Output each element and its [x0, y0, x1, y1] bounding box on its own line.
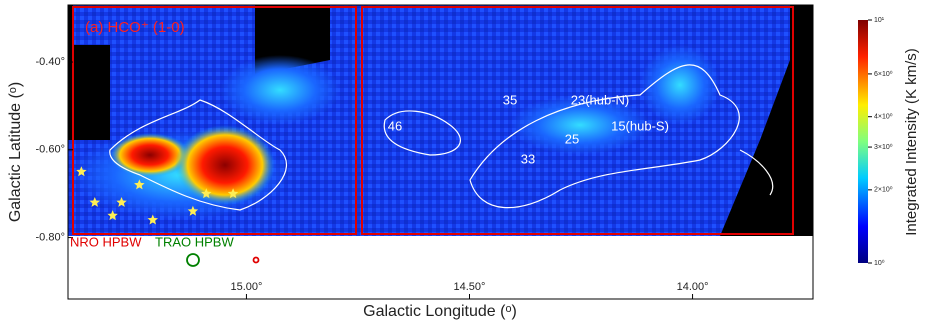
x-tick-label: 14.50°	[454, 281, 486, 293]
colorbar-tick-label: 2×10⁰	[874, 186, 893, 194]
colorbar-tick-label: 3×10⁰	[874, 143, 893, 151]
source-label: 46	[388, 118, 402, 133]
star-marker	[201, 188, 212, 199]
star-marker	[89, 197, 100, 207]
colorbar-tick-label: 10⁰	[874, 259, 885, 267]
star-marker	[107, 210, 118, 221]
y-tick-label: -0.80°	[36, 231, 65, 243]
star-marker	[76, 166, 87, 177]
x-tick-label: 14.00°	[677, 281, 709, 293]
colorbar-label: Integrated Intensity (K km/s)	[903, 48, 920, 236]
beam-circle	[186, 253, 200, 267]
star-marker	[147, 214, 158, 225]
colorbar-tick-label: 10¹	[874, 17, 885, 24]
y-axis-label: Galactic Latitude (ᵒ)	[7, 82, 24, 222]
beam-circle	[252, 256, 260, 264]
source-label: 25	[565, 131, 579, 146]
source-label: 33	[521, 151, 535, 166]
colorbar-tick-label: 4×10⁰	[874, 113, 893, 121]
map-image	[67, 4, 814, 300]
y-tick-label: -0.60°	[36, 144, 65, 156]
colorbar-tick-label: 6×10⁰	[874, 70, 893, 78]
x-axis-label: Galactic Longitude (ᵒ)	[363, 303, 517, 320]
beam-label: TRAO HPBW	[155, 234, 234, 249]
star-marker	[187, 205, 199, 216]
star-marker	[134, 179, 145, 190]
source-label: 23(hub-N)	[571, 92, 630, 107]
y-tick-label: -0.40°	[36, 56, 65, 68]
source-label: 35	[503, 92, 517, 107]
star-marker	[227, 188, 239, 199]
star-marker	[116, 197, 127, 207]
colorbar	[858, 20, 868, 263]
source-label: 15(hub-S)	[611, 118, 669, 133]
panel-title: (a) HCO⁺ (1-0)	[85, 19, 185, 36]
x-tick-label: 15.00°	[230, 281, 262, 293]
beam-label: NRO HPBW	[70, 234, 142, 249]
